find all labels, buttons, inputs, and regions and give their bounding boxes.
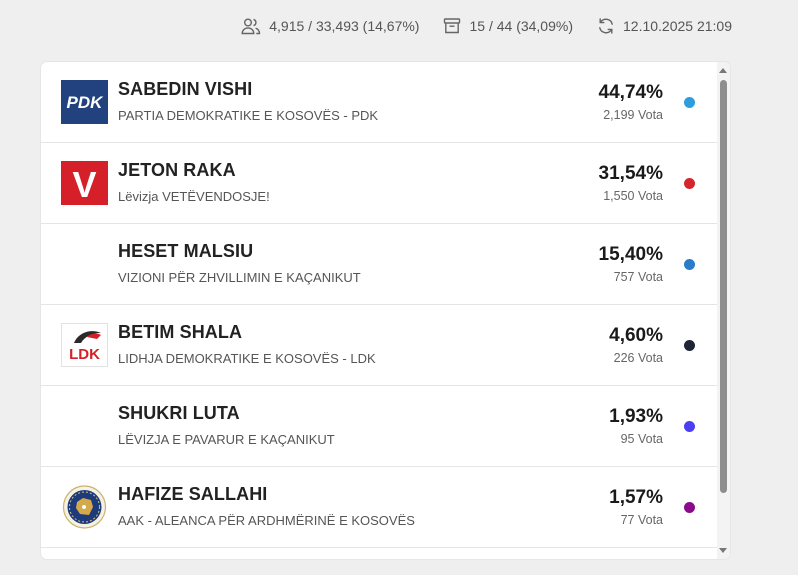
candidate-row[interactable]: V JETON RAKA Lëvizja VETËVENDOSJE! 31,54… (41, 143, 717, 224)
candidate-name: HESET MALSIU (118, 241, 254, 261)
party-name: LËVIZJA E PAVARUR E KAÇANIKUT (118, 432, 335, 447)
voters-stat: 4,915 / 33,493 (14,67%) (241, 17, 419, 35)
vote-count: 2,199 Vota (603, 108, 663, 122)
vote-percent: 15,40% (598, 244, 663, 265)
party-color-dot (684, 178, 695, 189)
vote-count: 757 Vota (613, 270, 663, 284)
voters-count: 4,915 / 33,493 (14,67%) (269, 18, 420, 34)
party-name: AAK - ALEANCA PËR ARDHMËRINË E KOSOVËS (118, 513, 415, 528)
svg-text:PDK: PDK (67, 93, 105, 112)
svg-text:V: V (72, 164, 96, 205)
party-name: Lëvizja VETËVENDOSJE! (118, 189, 270, 204)
vote-percent: 4,60% (609, 325, 663, 346)
party-name: VIZIONI PËR ZHVILLIMIN E KAÇANIKUT (118, 270, 361, 285)
candidate-row[interactable]: HAFIZE SALLAHI AAK - ALEANCA PËR ARDHMËR… (41, 467, 717, 548)
pdk-logo: PDK (61, 80, 108, 124)
vote-count: 95 Vota (620, 432, 663, 446)
vetevendosje-logo: V (61, 161, 108, 205)
party-name: PARTIA DEMOKRATIKE E KOSOVËS - PDK (118, 108, 379, 123)
candidate-row[interactable]: HESET MALSIU VIZIONI PËR ZHVILLIMIN E KA… (41, 224, 717, 305)
vote-count: 1,550 Vota (603, 189, 663, 203)
candidate-name: SHUKRI LUTA (118, 403, 240, 423)
party-name: LIDHJA DEMOKRATIKE E KOSOVËS - LDK (118, 351, 376, 366)
scrollbar-thumb[interactable] (720, 80, 727, 493)
vote-count: 226 Vota (613, 351, 663, 365)
vote-percent: 44,74% (598, 82, 663, 103)
scroll-down-arrow-icon[interactable] (719, 548, 727, 553)
stations-count: 15 / 44 (34,09%) (469, 18, 573, 34)
vote-percent: 1,57% (609, 487, 663, 508)
candidate-name: HAFIZE SALLAHI (118, 484, 268, 504)
vote-count: 77 Vota (620, 513, 663, 527)
users-icon (241, 17, 261, 35)
ballot-box-icon (443, 17, 461, 35)
party-color-dot (684, 97, 695, 108)
vote-percent: 31,54% (598, 163, 663, 184)
candidate-list: PDK SABEDIN VISHI PARTIA DEMOKRATIKE E K… (41, 62, 717, 548)
candidate-name: JETON RAKA (118, 160, 236, 180)
candidate-row[interactable]: PDK SABEDIN VISHI PARTIA DEMOKRATIKE E K… (41, 62, 717, 143)
party-color-dot (684, 340, 695, 351)
last-updated: 12.10.2025 21:09 (623, 18, 732, 34)
stations-stat: 15 / 44 (34,09%) (443, 17, 573, 35)
svg-text:LDK: LDK (69, 346, 100, 363)
aak-logo (61, 485, 108, 529)
scrollbar[interactable] (717, 62, 730, 559)
refresh-icon[interactable] (597, 17, 615, 35)
party-color-dot (684, 259, 695, 270)
stats-bar: 4,915 / 33,493 (14,67%) 15 / 44 (34,09%)… (241, 17, 732, 35)
candidate-row[interactable]: SHUKRI LUTA LËVIZJA E PAVARUR E KAÇANIKU… (41, 386, 717, 467)
candidate-name: SABEDIN VISHI (118, 79, 253, 99)
updated-stat: 12.10.2025 21:09 (597, 17, 732, 35)
ldk-logo: LDK (61, 323, 108, 367)
party-color-dot (684, 421, 695, 432)
scroll-up-arrow-icon[interactable] (719, 68, 727, 73)
candidate-row[interactable]: LDK BETIM SHALA LIDHJA DEMOKRATIKE E KOS… (41, 305, 717, 386)
party-color-dot (684, 502, 695, 513)
results-card: PDK SABEDIN VISHI PARTIA DEMOKRATIKE E K… (41, 62, 730, 559)
vote-percent: 1,93% (609, 406, 663, 427)
candidate-name: BETIM SHALA (118, 322, 243, 342)
